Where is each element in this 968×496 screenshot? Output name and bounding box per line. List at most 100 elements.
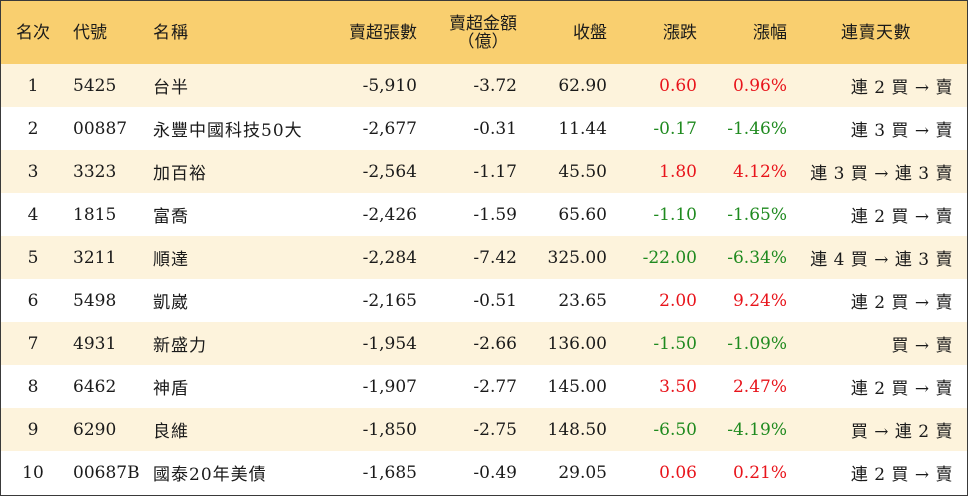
cell-streak: 買 → 連 2 賣: [850, 422, 953, 442]
cell-net-sell-amount: -2.75: [473, 419, 517, 440]
cell-streak: 連 2 買 → 賣: [850, 78, 953, 98]
cell-name: 富喬: [153, 207, 189, 227]
cell-code: 5498: [73, 290, 117, 311]
cell-name: 加百裕: [153, 164, 207, 184]
cell-name: 良維: [153, 422, 189, 442]
cell-change: 3.50: [659, 376, 697, 397]
cell-change: -1.10: [653, 204, 697, 225]
header-change: 漲跌: [663, 22, 697, 43]
cell-streak: 連 4 買 → 連 3 賣: [810, 250, 953, 270]
cell-code: 1815: [73, 204, 117, 225]
cell-close: 11.44: [558, 118, 607, 139]
cell-change: -0.17: [653, 118, 697, 139]
cell-close: 325.00: [547, 247, 607, 268]
table-row: 10 00687B 國泰20年美債 -1,685 -0.49 29.05 0.06 0.21%…: [1, 451, 967, 494]
table-body: 1 5425 台半 -5,910 -3.72 62.90 0.60 0.96% 連 2 買 → …: [1, 64, 967, 494]
header-net-sell-amount: 賣超金額 （億）: [429, 1, 529, 64]
cell-rank: 8: [27, 376, 39, 397]
cell-close: 145.00: [547, 376, 607, 397]
table-row: 5 3211 順達 -2,284 -7.42 325.00 -22.00 -6.34% 連 4 …: [1, 236, 967, 279]
cell-net-sell-amount: -2.66: [473, 333, 517, 354]
cell-net-sell-amount: -3.72: [473, 75, 517, 96]
cell-code: 3323: [73, 161, 117, 182]
header-net-sell-shares: 賣超張數: [349, 22, 417, 43]
header-streak: 連賣天數: [841, 22, 911, 43]
cell-net-sell-amount: -7.42: [473, 247, 517, 268]
cell-net-sell-shares: -2,284: [362, 247, 417, 268]
cell-close: 148.50: [547, 419, 607, 440]
header-rank: 名次: [16, 22, 50, 43]
cell-rank: 4: [27, 204, 39, 225]
header-change-pct: 漲幅: [753, 22, 787, 43]
cell-change-pct: 9.24%: [732, 290, 787, 311]
cell-rank: 1: [27, 75, 39, 96]
cell-name: 新盛力: [153, 336, 207, 356]
cell-net-sell-shares: -2,564: [362, 161, 417, 182]
cell-change: -22.00: [642, 247, 697, 268]
table-row: 9 6290 良維 -1,850 -2.75 148.50 -6.50 -4.19% 買 → 連…: [1, 408, 967, 451]
cell-change-pct: 2.47%: [732, 376, 787, 397]
cell-net-sell-shares: -1,850: [362, 419, 417, 440]
cell-name: 神盾: [153, 379, 189, 399]
cell-change-pct: -1.65%: [727, 204, 787, 225]
cell-rank: 3: [27, 161, 39, 182]
table-row: 2 00887 永豐中國科技50大 -2,677 -0.31 11.44 -0.17 -1.4…: [1, 107, 967, 150]
table-row: 7 4931 新盛力 -1,954 -2.66 136.00 -1.50 -1.09% 買 → …: [1, 322, 967, 365]
cell-streak: 連 2 買 → 賣: [850, 465, 953, 485]
cell-change-pct: 0.21%: [732, 462, 787, 483]
cell-change: 2.00: [659, 290, 697, 311]
cell-code: 00687B: [73, 462, 140, 483]
cell-net-sell-amount: -1.17: [473, 161, 517, 182]
cell-change-pct: 0.96%: [732, 75, 787, 96]
cell-change: 1.80: [659, 161, 697, 182]
cell-code: 3211: [73, 247, 117, 268]
cell-change-pct: -4.19%: [727, 419, 787, 440]
cell-rank: 2: [27, 118, 39, 139]
cell-streak: 連 3 買 → 連 3 賣: [810, 164, 953, 184]
cell-net-sell-shares: -2,165: [362, 290, 417, 311]
header-net-sell-amount-line2: （億）: [457, 31, 509, 52]
cell-rank: 6: [27, 290, 39, 311]
cell-name: 國泰20年美債: [153, 465, 267, 485]
cell-close: 136.00: [547, 333, 607, 354]
cell-net-sell-amount: -0.51: [473, 290, 517, 311]
table-row: 1 5425 台半 -5,910 -3.72 62.90 0.60 0.96% 連 2 買 → …: [1, 64, 967, 107]
cell-change: -6.50: [653, 419, 697, 440]
cell-close: 62.90: [558, 75, 607, 96]
cell-rank: 9: [27, 419, 39, 440]
cell-net-sell-shares: -1,954: [362, 333, 417, 354]
cell-streak: 連 3 買 → 賣: [850, 121, 953, 141]
table-row: 3 3323 加百裕 -2,564 -1.17 45.50 1.80 4.12% 連 3 買 →…: [1, 150, 967, 193]
cell-close: 65.60: [558, 204, 607, 225]
cell-code: 6462: [73, 376, 117, 397]
cell-change: 0.06: [659, 462, 697, 483]
cell-change: -1.50: [653, 333, 697, 354]
cell-change: 0.60: [659, 75, 697, 96]
cell-name: 永豐中國科技50大: [153, 121, 303, 141]
cell-change-pct: 4.12%: [732, 161, 787, 182]
cell-close: 29.05: [558, 462, 607, 483]
cell-change-pct: -1.46%: [727, 118, 787, 139]
cell-net-sell-amount: -2.77: [473, 376, 517, 397]
cell-rank: 10: [22, 462, 44, 483]
cell-code: 5425: [73, 75, 117, 96]
cell-net-sell-shares: -1,685: [362, 462, 417, 483]
cell-net-sell-shares: -2,426: [362, 204, 417, 225]
cell-net-sell-shares: -1,907: [362, 376, 417, 397]
cell-code: 4931: [73, 333, 117, 354]
cell-code: 6290: [73, 419, 117, 440]
table-row: 4 1815 富喬 -2,426 -1.59 65.60 -1.10 -1.65% 連 2 買 …: [1, 193, 967, 236]
header-net-sell-amount-line1: 賣超金額: [449, 13, 517, 34]
table-row: 8 6462 神盾 -1,907 -2.77 145.00 3.50 2.47% 連 2 買 →…: [1, 365, 967, 408]
header-code: 代號: [73, 22, 107, 43]
cell-name: 凱崴: [153, 293, 189, 313]
cell-rank: 5: [27, 247, 39, 268]
cell-rank: 7: [27, 333, 39, 354]
cell-streak: 連 2 買 → 賣: [850, 207, 953, 227]
cell-streak: 買 → 賣: [891, 336, 953, 356]
header-name: 名稱: [153, 22, 189, 43]
cell-net-sell-shares: -5,910: [362, 75, 417, 96]
cell-close: 23.65: [558, 290, 607, 311]
